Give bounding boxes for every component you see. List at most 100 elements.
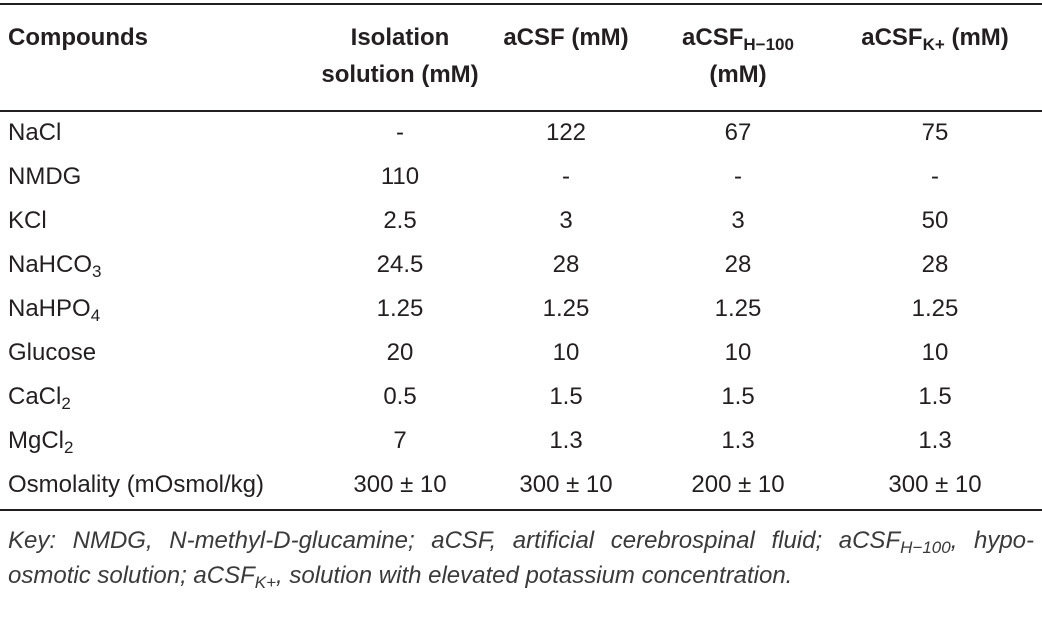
text: 20 — [386, 339, 414, 366]
table-cell: 1.25 — [377, 287, 424, 331]
text: CaCl — [8, 383, 62, 410]
text: 10 — [921, 339, 949, 366]
text: NaCl — [8, 119, 62, 146]
text: NaHCO — [8, 251, 93, 278]
subscript: 4 — [90, 306, 101, 325]
table-cell: 10 — [553, 331, 580, 375]
table-cell: 1.5 — [721, 375, 754, 419]
table-cell: 28 — [922, 243, 949, 287]
table-cell: 67 — [725, 111, 752, 155]
text: 2.5 — [383, 207, 417, 234]
table-cell: 1.25 — [912, 287, 959, 331]
table-cell: 2.5 — [383, 199, 416, 243]
text: 200 ± 10 — [691, 471, 785, 498]
text: - — [931, 163, 939, 190]
footnote: Key: NMDG, N-methyl-D-glucamine; aCSF, a… — [8, 524, 1034, 593]
table-cell: 28 — [553, 243, 580, 287]
text: 50 — [921, 207, 949, 234]
subscript: 2 — [61, 394, 71, 413]
text: - — [396, 119, 404, 146]
text: NMDG — [8, 163, 82, 190]
text: 1.25 — [542, 295, 590, 322]
text: Isolation — [350, 24, 450, 51]
text: 1.25 — [376, 295, 424, 322]
text: , solution with elevated potassium conce… — [276, 561, 793, 589]
table-cell: NaCl — [8, 111, 61, 155]
text: 1.25 — [911, 295, 959, 322]
table-cell: 3 — [559, 199, 572, 243]
text: aCSF (mM) — [503, 24, 629, 51]
table-cell: 7 — [393, 419, 406, 463]
text: 10 — [552, 339, 580, 366]
text: 75 — [921, 119, 949, 146]
table-cell: 300 ± 10 — [888, 463, 981, 507]
table-cell: 50 — [922, 199, 949, 243]
table-cell: 75 — [922, 111, 949, 155]
text: 300 ± 10 — [888, 471, 982, 498]
table-cell: 1.3 — [918, 419, 951, 463]
text: MgCl — [8, 427, 65, 454]
text: aCSF — [682, 24, 744, 51]
text: 28 — [724, 251, 752, 278]
text: (mM) — [709, 61, 767, 88]
text: 1.5 — [549, 383, 583, 410]
table-cell: 1.3 — [549, 419, 582, 463]
text: 1.5 — [918, 383, 952, 410]
text: 0.5 — [383, 383, 417, 410]
table-cell: NaHPO4 — [8, 287, 100, 331]
subscript: K+ — [922, 35, 945, 54]
header-cell: solution (mM) — [321, 56, 478, 93]
header-cell: Compounds — [8, 19, 148, 56]
subscript: 3 — [92, 262, 102, 281]
table-cell: 3 — [731, 199, 744, 243]
header-cell: (mM) — [709, 56, 766, 93]
table-cell: 300 ± 10 — [519, 463, 612, 507]
text: aCSF — [861, 24, 923, 51]
table-cell: 10 — [725, 331, 752, 375]
table-cell: 1.25 — [543, 287, 590, 331]
table-cell: - — [734, 155, 742, 199]
text: 1.3 — [918, 427, 952, 454]
header-cell: aCSF (mM) — [503, 19, 628, 56]
text: 3 — [559, 207, 573, 234]
table-cell: NMDG — [8, 155, 81, 199]
table-cell: 24.5 — [377, 243, 424, 287]
header-cell: Isolation — [351, 19, 450, 56]
subscript: 2 — [64, 438, 74, 457]
text: 24.5 — [376, 251, 424, 278]
bottom-rule — [0, 509, 1042, 511]
text: 67 — [724, 119, 752, 146]
table-cell: 300 ± 10 — [353, 463, 446, 507]
text: 28 — [921, 251, 949, 278]
header-cell: aCSFH−100 — [682, 19, 794, 56]
text: , hypo-osmotic solution; aCSF — [8, 527, 1035, 589]
text: Glucose — [8, 339, 97, 366]
text: - — [734, 163, 742, 190]
table-cell: 0.5 — [383, 375, 416, 419]
subscript: H−100 — [743, 35, 794, 54]
table-cell: Osmolality (mOsmol/kg) — [8, 463, 264, 507]
text: 122 — [545, 119, 587, 146]
text: - — [562, 163, 570, 190]
text: KCl — [8, 207, 47, 234]
text: Compounds — [8, 24, 148, 51]
text: 10 — [724, 339, 752, 366]
table-cell: 122 — [546, 111, 586, 155]
table-cell: 1.3 — [721, 419, 754, 463]
header-cell: aCSFK+ (mM) — [861, 19, 1009, 56]
table-cell: - — [562, 155, 570, 199]
table-cell: CaCl2 — [8, 375, 71, 419]
table-cell: - — [396, 111, 404, 155]
text: 1.3 — [721, 427, 755, 454]
table-cell: 20 — [387, 331, 414, 375]
text: 110 — [380, 163, 420, 190]
table-cell: KCl — [8, 199, 47, 243]
text: Osmolality (mOsmol/kg) — [8, 471, 265, 498]
table-cell: 1.25 — [715, 287, 762, 331]
subscript: H−100 — [900, 538, 951, 557]
text: 300 ± 10 — [519, 471, 613, 498]
text: 7 — [393, 427, 407, 454]
text: NaHPO — [8, 295, 91, 322]
table-cell: Glucose — [8, 331, 96, 375]
